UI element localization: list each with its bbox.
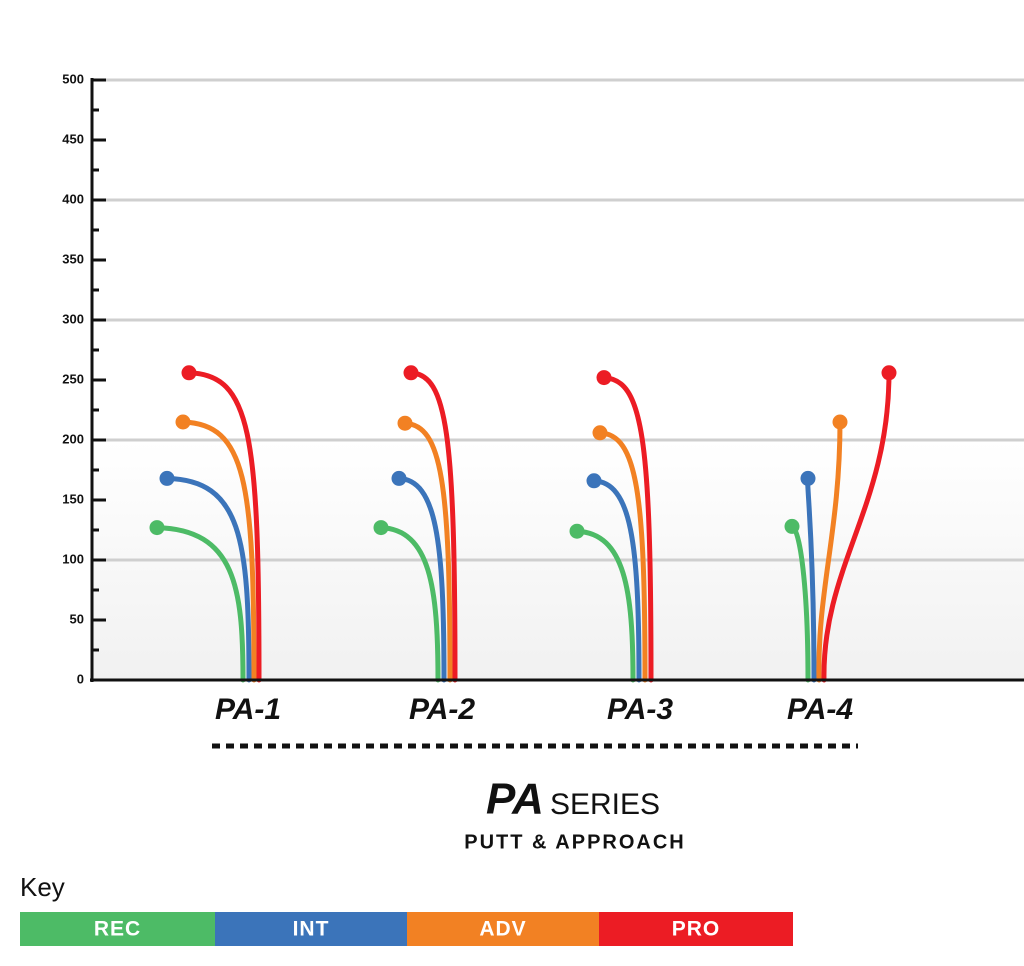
y-tick-label: 350 [62,251,84,266]
legend-label: REC [94,918,141,941]
x-tick-label: PA-2 [409,693,475,726]
y-tick-label: 200 [62,431,84,446]
legend-swatch [215,912,407,946]
y-tick-label: 50 [70,611,84,626]
flight-end [175,414,191,430]
y-tick-label: 100 [62,551,84,566]
flight-line [154,525,246,683]
flight-end [784,518,800,534]
legend-label: ADV [479,918,526,941]
flight-line [597,430,648,683]
flight-end [391,470,407,486]
flight-line [378,525,441,683]
y-tick-label: 300 [62,311,84,326]
flight-line [180,419,257,683]
chart-subtitle: PUTT & APPROACH [464,831,685,853]
y-tick-label: 150 [62,491,84,506]
y-tick-label: 250 [62,371,84,386]
flight-end [800,470,816,486]
flight-line [591,478,642,683]
legend-label: INT [293,918,330,941]
flight-end [596,370,612,386]
x-tick-label: PA-3 [607,693,673,726]
y-tick-label: 450 [62,131,84,146]
flight-line [821,370,892,683]
legend-label: PRO [672,918,721,941]
flight-end [159,470,175,486]
flight-line [574,528,636,683]
flight-end [403,365,419,381]
legend-swatch [20,912,215,946]
flight-line [402,420,453,683]
y-tick-label: 400 [62,191,84,206]
flight-end [592,425,608,441]
x-tick-label: PA-1 [215,693,281,726]
y-tick-label: 500 [62,71,84,86]
flight-line [601,375,654,683]
legend-title: Key [20,872,65,902]
flight-line [186,370,262,683]
brand-logo: PA [486,775,544,824]
y-tick-label: 0 [77,671,84,686]
flight-end [569,523,585,539]
flight-end [586,473,602,489]
flight-end [881,365,897,381]
flight-end [832,414,848,430]
legend-swatch [599,912,793,946]
chart-title: SERIES [550,788,660,821]
flight-line [408,370,458,683]
flight-line [816,419,843,683]
flight-end [397,415,413,431]
legend-swatch [407,912,599,946]
x-tick-label: PA-4 [787,693,853,726]
flight-line [164,475,252,683]
flight-end [181,365,197,381]
flight-line [396,475,447,683]
flight-end [149,520,165,536]
flight-end [373,520,389,536]
